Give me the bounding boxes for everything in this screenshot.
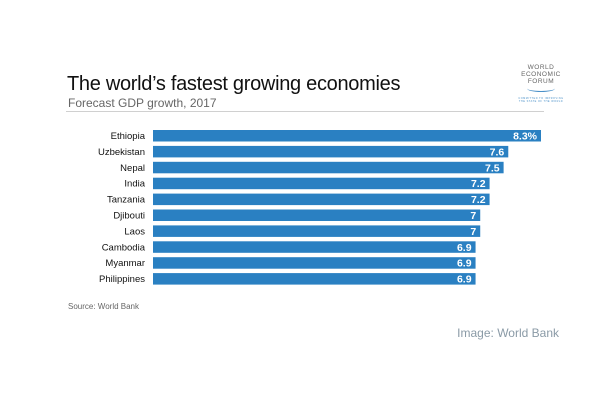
data-label: 8.3% (513, 131, 538, 143)
logo-tagline: COMMITTED TO IMPROVING THE STATE OF THE … (518, 97, 564, 103)
wef-logo: WORLD ECONOMIC FORUM COMMITTED TO IMPROV… (516, 64, 566, 103)
logo-line1: WORLD (527, 64, 555, 71)
bar (153, 257, 476, 269)
bar (153, 241, 476, 253)
chart-title: The world’s fastest growing economies (67, 73, 401, 95)
category-label: Djibouti (113, 211, 145, 222)
category-label: Myanmar (105, 258, 145, 269)
category-label: Philippines (99, 274, 145, 285)
category-label: Cambodia (102, 242, 146, 253)
bar (153, 130, 541, 142)
bar (153, 193, 490, 206)
data-label: 7.2 (471, 178, 486, 190)
logo-line3: FORUM (527, 78, 555, 85)
data-label: 6.9 (457, 258, 472, 270)
title-divider (66, 111, 544, 112)
data-label: 7 (470, 210, 476, 222)
bar (153, 273, 476, 285)
category-label: Tanzania (107, 195, 146, 206)
bar (153, 209, 481, 221)
chart-subtitle: Forecast GDP growth, 2017 (68, 96, 217, 110)
bar (153, 225, 481, 237)
data-label: 7.5 (485, 162, 500, 174)
category-label: Uzbekistan (98, 147, 145, 158)
logo-line2: ECONOMIC (521, 71, 561, 78)
bar (153, 177, 490, 190)
data-label: 6.9 (457, 274, 472, 286)
data-label: 6.9 (457, 242, 472, 254)
logo-swoosh-icon (527, 85, 555, 92)
bar (153, 161, 504, 174)
category-label: India (124, 179, 145, 190)
data-label: 7.2 (471, 194, 486, 206)
data-label: 7.6 (490, 146, 505, 158)
source-note: Source: World Bank (68, 302, 139, 311)
category-label: Ethiopia (111, 131, 146, 142)
bar (153, 145, 509, 158)
category-label: Nepal (120, 163, 145, 174)
data-label: 7 (470, 226, 476, 238)
category-label: Laos (124, 226, 145, 237)
image-credit: Image: World Bank (457, 326, 559, 340)
